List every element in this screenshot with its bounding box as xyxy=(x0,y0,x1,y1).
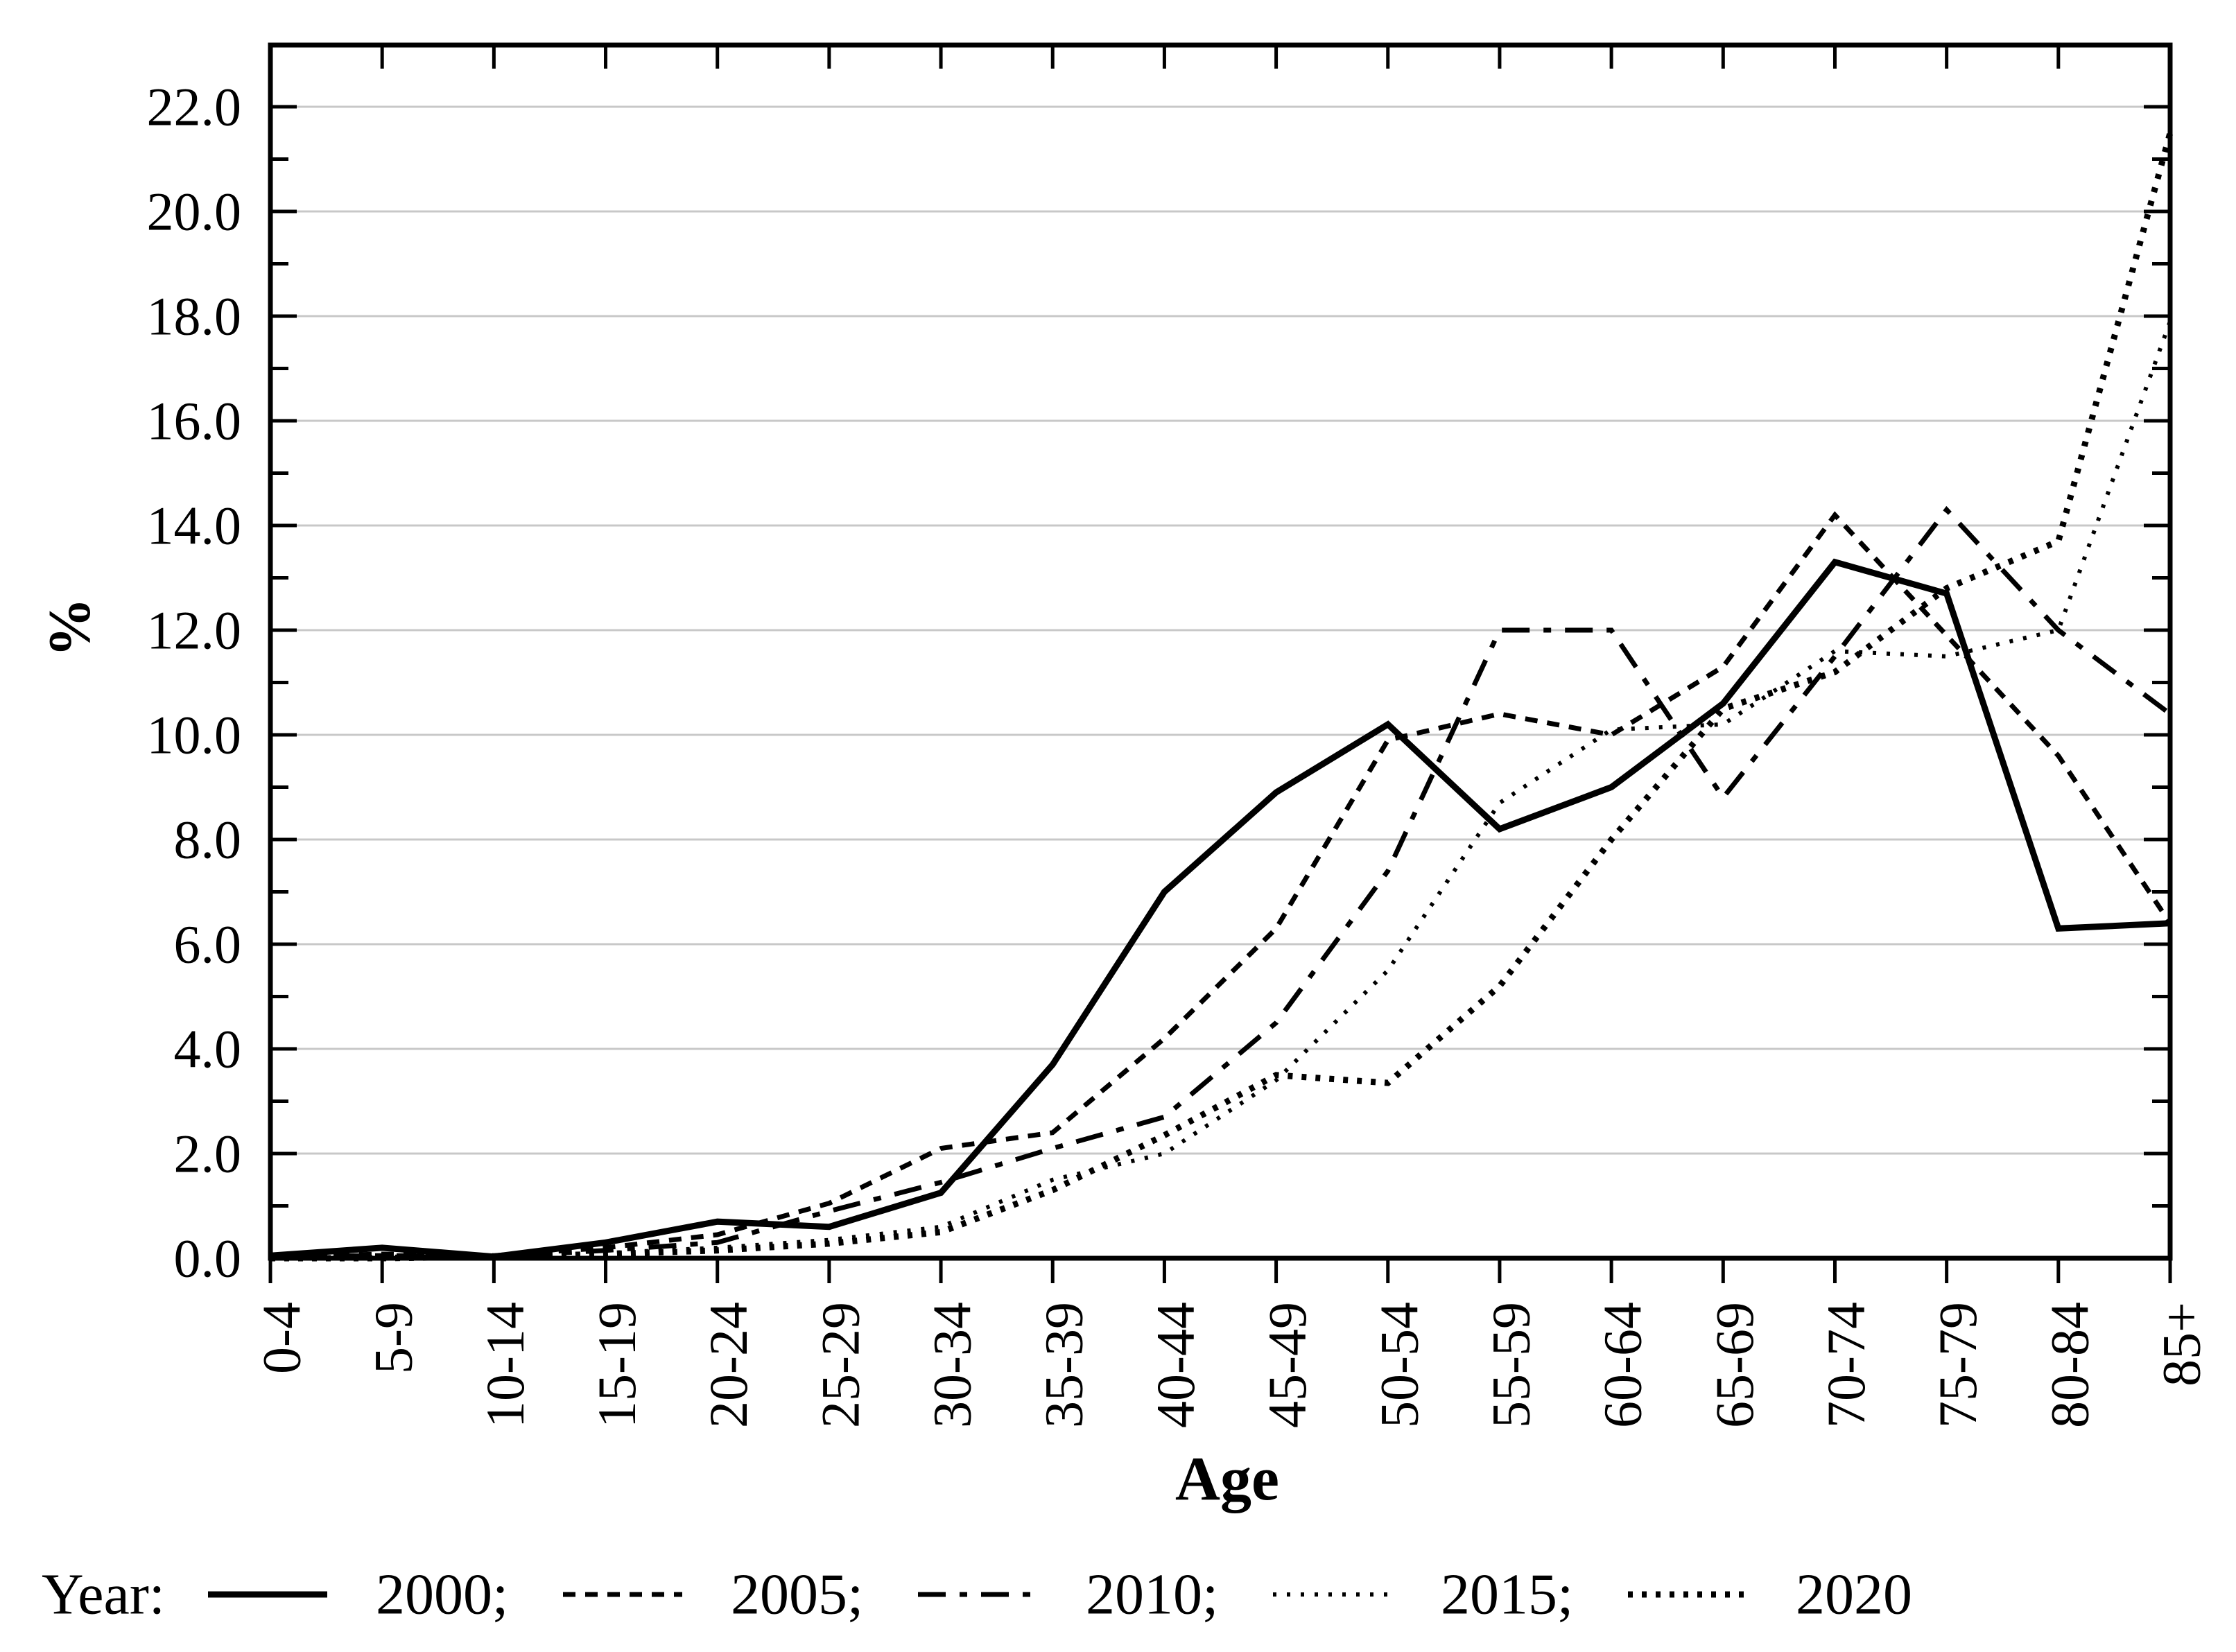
data-series xyxy=(270,132,2174,1262)
plot-frame xyxy=(268,42,2173,1261)
y-axis-title: % xyxy=(36,598,103,657)
series-line-2000 xyxy=(270,558,2171,1260)
x-axis-title: Age xyxy=(1175,1445,1279,1513)
x-tick-label: 40-44 xyxy=(1145,1302,1206,1428)
y-tick-label: 12.0 xyxy=(147,600,242,661)
series-line-2010 xyxy=(270,505,2172,1260)
x-tick-label: 45-49 xyxy=(1257,1302,1317,1428)
legend-label-2020: 2020 xyxy=(1796,1563,1912,1627)
y-tick-label: 20.0 xyxy=(147,182,242,242)
y-tick-label: 18.0 xyxy=(147,286,242,347)
y-tick-label: 0.0 xyxy=(174,1228,242,1289)
legend-prefix: Year: xyxy=(42,1563,165,1627)
x-tick-label: 30-34 xyxy=(922,1302,982,1428)
y-tick-label: 22.0 xyxy=(147,77,242,137)
legend-label-2005: 2005; xyxy=(731,1563,863,1627)
x-tick-label: 55-59 xyxy=(1480,1302,1541,1428)
x-tick-label: 80-84 xyxy=(2039,1302,2099,1428)
legend-label-2010: 2010; xyxy=(1086,1563,1218,1627)
y-tick-label: 10.0 xyxy=(147,705,242,765)
gridlines xyxy=(270,105,2170,1155)
x-tick-label: 0-4 xyxy=(252,1302,312,1374)
x-tick-label: 50-54 xyxy=(1369,1302,1429,1428)
x-tick-label: 60-64 xyxy=(1593,1302,1653,1428)
legend-label-2015: 2015; xyxy=(1441,1563,1573,1627)
axis-ticks xyxy=(268,45,2172,1283)
x-tick-label: 20-24 xyxy=(698,1302,759,1428)
plot-border xyxy=(268,42,2173,1261)
y-tick-label: 14.0 xyxy=(147,496,242,556)
x-tick-label: 35-39 xyxy=(1034,1302,1094,1428)
x-tick-label: 85+ xyxy=(2151,1302,2212,1386)
x-tick-label: 25-29 xyxy=(810,1302,870,1428)
legend-label-2000: 2000; xyxy=(376,1563,508,1627)
y-tick-label: 16.0 xyxy=(147,391,242,451)
series-line-2015 xyxy=(270,320,2172,1260)
legend: 2000; 2005; 2010; 2015; 2020 xyxy=(208,1563,1912,1627)
y-tick-label: 4.0 xyxy=(174,1019,242,1079)
y-tick-labels: 0.0 2.0 4.0 6.0 8.0 10.0 12.0 14.0 16.0 18.0 20.0 2… xyxy=(147,77,242,1289)
x-tick-label: 70-74 xyxy=(1816,1302,1876,1428)
x-tick-label: 65-69 xyxy=(1704,1302,1765,1428)
x-tick-label: 10-14 xyxy=(475,1302,535,1428)
y-tick-label: 2.0 xyxy=(174,1124,242,1184)
series-line-2020 xyxy=(270,132,2174,1262)
x-tick-label: 5-9 xyxy=(363,1302,424,1374)
series-line-2005 xyxy=(270,511,2172,1260)
x-tick-labels: 0-4 5-9 10-14 15-19 20-24 25-29 30-34 35-39 40-4… xyxy=(252,1302,2212,1428)
x-tick-label: 75-79 xyxy=(1927,1302,1988,1428)
x-tick-label: 15-19 xyxy=(587,1302,647,1428)
y-tick-label: 6.0 xyxy=(174,914,242,975)
y-tick-label: 8.0 xyxy=(174,810,242,870)
